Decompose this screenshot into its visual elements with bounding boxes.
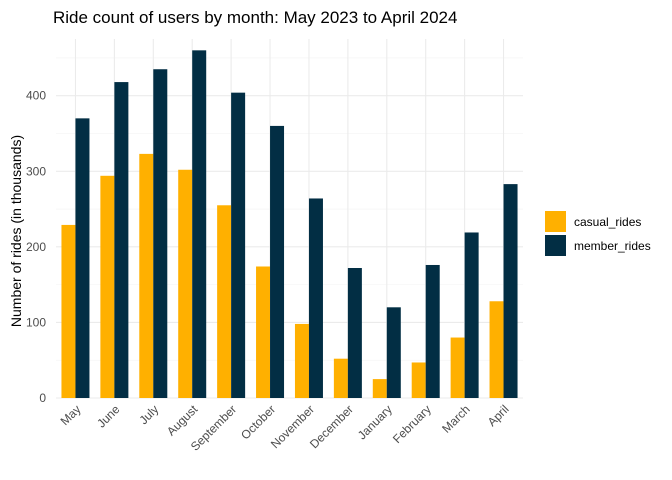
x-tick-label: May: [58, 402, 84, 428]
bar-casual_rides-february: [411, 362, 426, 398]
x-tick-label: April: [485, 402, 512, 429]
x-tick-label: March: [439, 402, 472, 435]
legend-swatch-casual_rides: [545, 211, 566, 232]
legend-label: casual_rides: [574, 215, 641, 229]
x-tick-label: July: [136, 402, 161, 427]
legend-swatch-member_rides: [545, 235, 566, 256]
bar-member_rides-august: [192, 50, 207, 398]
bar-casual_rides-december: [333, 358, 348, 398]
bar-casual_rides-august: [178, 169, 193, 398]
bar-casual_rides-june: [100, 175, 115, 398]
y-tick-label: 300: [26, 164, 46, 178]
y-axis-title: Number of rides (in thousands): [8, 135, 24, 327]
bar-member_rides-june: [114, 82, 129, 398]
bar-member_rides-april: [503, 184, 518, 398]
bar-casual_rides-january: [372, 379, 387, 398]
x-tick-label: June: [94, 402, 123, 431]
bar-casual_rides-october: [256, 266, 271, 398]
bar-member_rides-may: [75, 118, 90, 398]
bar-member_rides-march: [464, 232, 479, 398]
bar-member_rides-july: [153, 69, 168, 399]
bar-member_rides-february: [425, 264, 440, 398]
bar-member_rides-december: [347, 268, 362, 398]
legend: casual_rides member_rides: [545, 211, 651, 256]
legend-label: member_rides: [574, 239, 651, 253]
bar-casual_rides-march: [450, 337, 465, 398]
bar-casual_rides-september: [217, 205, 232, 398]
y-tick-label: 400: [26, 89, 46, 103]
x-tick-label: February: [390, 402, 434, 446]
bar-casual_rides-july: [139, 153, 154, 398]
bar-casual_rides-april: [489, 301, 504, 398]
bar-member_rides-september: [231, 92, 246, 399]
bar-casual_rides-may: [61, 224, 76, 398]
bar-casual_rides-november: [294, 323, 309, 398]
x-tick-label: August: [164, 402, 201, 439]
y-tick-label: 0: [39, 391, 46, 405]
y-tick-label: 100: [26, 315, 46, 329]
y-tick-label: 200: [26, 240, 46, 254]
bar-member_rides-january: [386, 307, 401, 398]
chart-title: Ride count of users by month: May 2023 t…: [53, 8, 457, 27]
bar-member_rides-november: [308, 198, 323, 398]
bar-member_rides-october: [270, 125, 285, 399]
